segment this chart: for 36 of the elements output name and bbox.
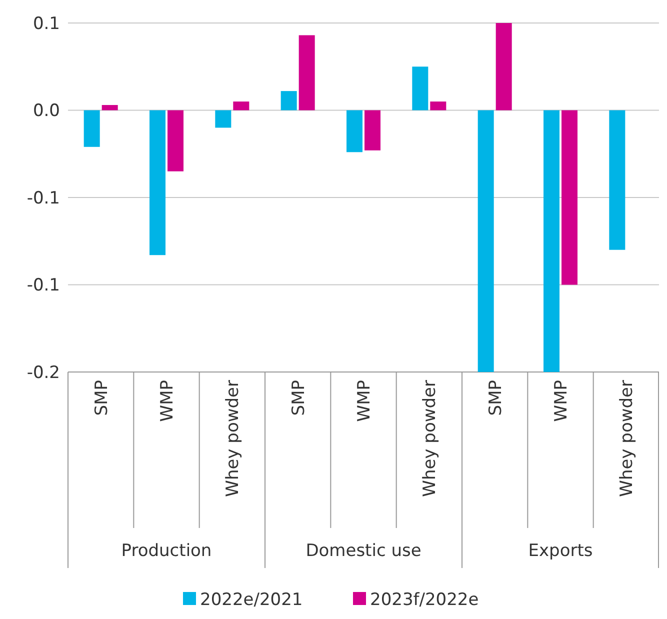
y-tick-label: 0.1 (32, 14, 60, 34)
bar (412, 66, 428, 110)
bar (478, 110, 494, 372)
x-tick-label: Whey powder (223, 380, 244, 497)
bar (233, 102, 250, 110)
text: Exports (528, 541, 593, 561)
x-tick-label: SMP (486, 380, 506, 416)
legend-label: 2023f/2022e (370, 590, 479, 610)
y-tick-label: -0.2 (26, 362, 60, 383)
bar (215, 110, 232, 128)
bar (430, 102, 446, 110)
bar (150, 110, 166, 256)
text: Domestic use (306, 541, 422, 561)
text: Production (121, 541, 212, 561)
x-tick-label: Whey powder (420, 380, 440, 497)
bar (562, 110, 578, 285)
x-tick-label: WMP (354, 380, 374, 422)
x-tick-label: SMP (288, 380, 309, 416)
y-tick-label: -0.1 (26, 276, 60, 296)
bar (364, 110, 380, 150)
bar (609, 110, 626, 250)
x-tick-label: WMP (551, 380, 572, 422)
y-tick-label: 0.0 (32, 101, 60, 122)
x-tick-label: Whey powder (617, 380, 638, 497)
bar (168, 110, 184, 172)
legend-label: 2022e/2021 (200, 590, 303, 610)
bar (280, 91, 297, 110)
bar (84, 110, 100, 147)
bar (496, 23, 512, 110)
x-tick-label: SMP (92, 380, 112, 416)
bar (346, 110, 362, 152)
bar (298, 35, 315, 110)
bar (102, 105, 118, 110)
bar (544, 110, 560, 372)
y-tick-label: -0.1 (26, 188, 60, 208)
x-tick-label: WMP (157, 380, 178, 422)
